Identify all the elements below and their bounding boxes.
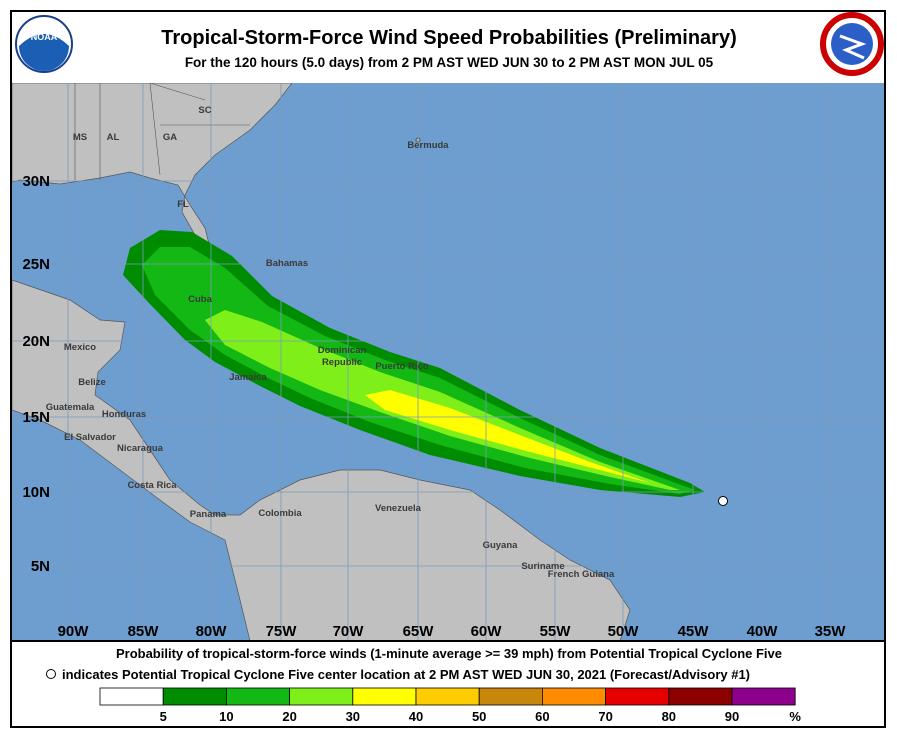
place-label: Puerto Rico bbox=[375, 361, 429, 372]
legend-label: 30 bbox=[346, 709, 360, 724]
legend-swatch bbox=[162, 687, 227, 706]
frame bbox=[10, 10, 886, 728]
land-central-south-america bbox=[12, 279, 631, 641]
legend-swatch bbox=[542, 687, 607, 706]
place-label: French Guiana bbox=[548, 569, 615, 580]
footer-line1: Probability of tropical-storm-force wind… bbox=[116, 646, 782, 661]
legend-label: 70 bbox=[598, 709, 612, 724]
lon-label: 85W bbox=[128, 623, 160, 640]
place-label: Venezuela bbox=[375, 503, 422, 514]
lat-label: 10N bbox=[22, 484, 50, 501]
lon-label: 65W bbox=[403, 623, 435, 640]
prob-band-5 bbox=[123, 230, 705, 497]
place-label: Mexico bbox=[64, 342, 96, 353]
g-shape: MS AL GA SC FL Bermuda Bahamas Cuba Mexico Belize… bbox=[46, 105, 615, 580]
legend-swatch bbox=[225, 687, 290, 706]
lon-label: 80W bbox=[196, 623, 228, 640]
prob-band-30 bbox=[365, 390, 650, 483]
legend-label: % bbox=[789, 709, 801, 724]
place-label: Suriname bbox=[521, 561, 564, 572]
legend: 5 10 20 30 40 50 60 70 80 90% bbox=[99, 687, 801, 724]
legend-swatch bbox=[731, 687, 796, 706]
storm-center bbox=[718, 496, 728, 506]
legend-label: 80 bbox=[662, 709, 676, 724]
legend-label: 90 bbox=[725, 709, 739, 724]
path-shape bbox=[839, 34, 867, 60]
lat-label: 20N bbox=[22, 333, 50, 350]
lon-label: 60W bbox=[471, 623, 503, 640]
center-symbol bbox=[46, 669, 56, 679]
lon-label: 35W bbox=[815, 623, 847, 640]
graticule bbox=[12, 83, 884, 641]
lat-label: 5N bbox=[31, 558, 50, 575]
lat-label: 30N bbox=[22, 173, 50, 190]
lon-label: 75W bbox=[266, 623, 298, 640]
prob-band-10 bbox=[142, 247, 695, 494]
title: Tropical-Storm-Force Wind Speed Probabil… bbox=[161, 27, 737, 49]
place-label: Belize bbox=[78, 377, 105, 388]
legend-swatch bbox=[99, 687, 164, 706]
place-label: MS bbox=[73, 132, 87, 143]
lon-label: 50W bbox=[608, 623, 640, 640]
lon-label: 40W bbox=[747, 623, 779, 640]
legend-swatch bbox=[478, 687, 543, 706]
legend-swatch bbox=[668, 687, 733, 706]
place-label: Costa Rica bbox=[127, 480, 177, 491]
place-label: Republic bbox=[322, 357, 362, 368]
footer-line2: indicates Potential Tropical Cyclone Fiv… bbox=[62, 667, 750, 682]
place-label: Bahamas bbox=[266, 258, 308, 269]
g-shape: 30N 25N 20N 15N 10N 5N bbox=[22, 173, 50, 575]
circle-shape bbox=[831, 23, 873, 65]
place-label: Guyana bbox=[483, 540, 519, 551]
legend-label: 20 bbox=[282, 709, 296, 724]
legend-label: 60 bbox=[535, 709, 549, 724]
legend-swatch bbox=[605, 687, 670, 706]
place-label: Nicaragua bbox=[117, 443, 164, 454]
legend-label: 5 bbox=[160, 709, 167, 724]
legend-label: 40 bbox=[409, 709, 423, 724]
state-borders bbox=[74, 83, 250, 180]
path-shape bbox=[74, 83, 250, 180]
place-label: FL bbox=[177, 199, 189, 210]
place-label: AL bbox=[107, 132, 120, 143]
place-label: El Salvador bbox=[64, 432, 116, 443]
place-label: Jamaica bbox=[229, 372, 267, 383]
lat-label: 15N bbox=[22, 409, 50, 426]
lon-label: 45W bbox=[678, 623, 710, 640]
path-shape bbox=[12, 83, 884, 641]
legend-label: 10 bbox=[219, 709, 233, 724]
lon-label: 55W bbox=[540, 623, 572, 640]
place-label: SC bbox=[198, 105, 211, 116]
place-label: Colombia bbox=[258, 508, 302, 519]
place-label: Panama bbox=[190, 509, 227, 520]
land-north-america bbox=[12, 83, 293, 249]
legend-swatch bbox=[289, 687, 354, 706]
place-label: Guatemala bbox=[46, 402, 95, 413]
logo-text: NOAA bbox=[31, 32, 58, 42]
legend-swatch bbox=[352, 687, 417, 706]
legend-label: 50 bbox=[472, 709, 486, 724]
place-label: Bermuda bbox=[407, 140, 449, 151]
path-shape bbox=[19, 34, 69, 71]
place-label: Dominican bbox=[318, 345, 367, 356]
legend-swatch bbox=[415, 687, 480, 706]
lat-label: 25N bbox=[22, 256, 50, 273]
g-shape: 90W 85W 80W 75W 70W 65W 60W 55W 50W 45W 40W 35W bbox=[58, 623, 847, 640]
place-label: GA bbox=[163, 132, 177, 143]
place-label: Cuba bbox=[188, 294, 212, 305]
lon-label: 70W bbox=[333, 623, 365, 640]
subtitle: For the 120 hours (5.0 days) from 2 PM A… bbox=[185, 55, 714, 70]
place-label: Honduras bbox=[102, 409, 146, 420]
noaa-logo: NOAA bbox=[15, 15, 73, 73]
nws-logo bbox=[820, 12, 884, 76]
lon-label: 90W bbox=[58, 623, 90, 640]
map: MS AL GA SC FL Bermuda Bahamas Cuba Mexico Belize… bbox=[12, 83, 884, 641]
prob-band-20 bbox=[205, 310, 680, 490]
